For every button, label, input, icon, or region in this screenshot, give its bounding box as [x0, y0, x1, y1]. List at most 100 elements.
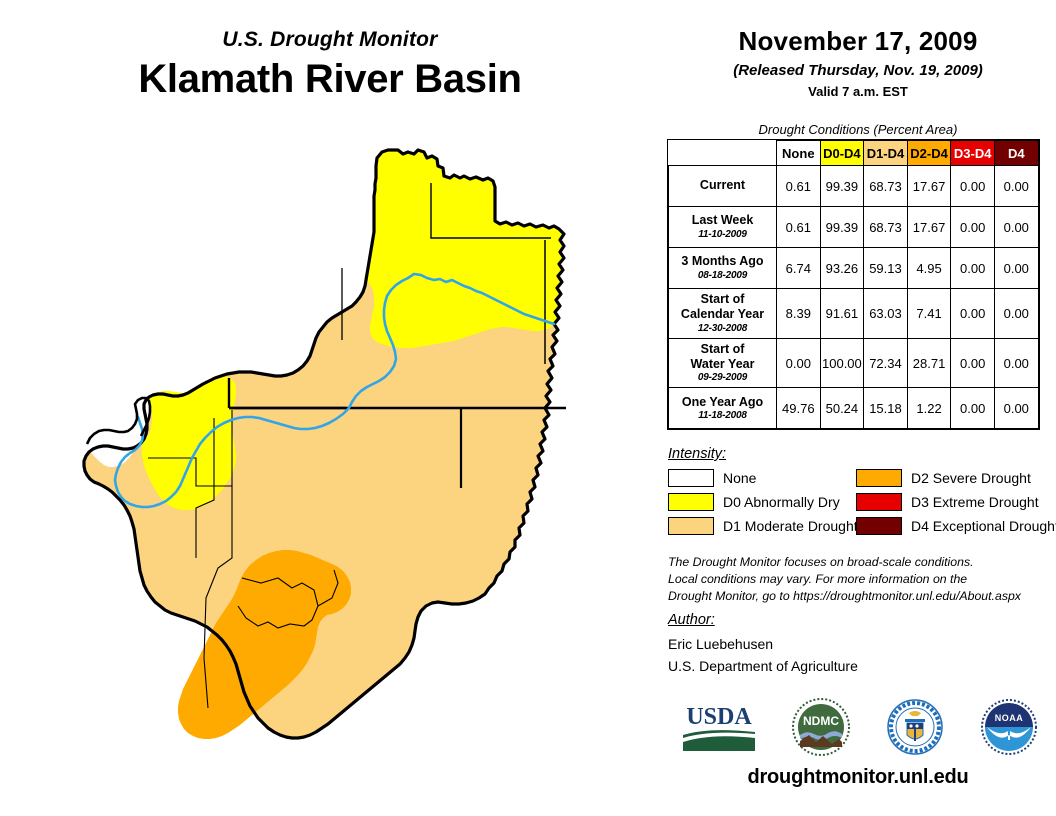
- release-date: (Released Thursday, Nov. 19, 2009): [733, 62, 983, 79]
- column-header-d3d4: D3-D4: [950, 140, 995, 166]
- usda-logo: USDA: [679, 699, 759, 755]
- legend-item-d3: D3 Extreme Drought: [856, 493, 1056, 511]
- cell-current-d3d4: 0.00: [950, 165, 995, 207]
- noaa-logo-text: NOAA: [995, 713, 1024, 723]
- map-county-boundary-thin-2: [195, 418, 215, 558]
- intensity-legend: None D2 Severe Drought D0 Abnormally Dry…: [668, 466, 1056, 538]
- ndmc-logo: NDMC: [792, 698, 850, 756]
- row-label-line2: Calendar Year: [680, 307, 765, 322]
- legend-item-d2: D2 Severe Drought: [856, 469, 1056, 487]
- table-row-one-year-ago: One Year Ago 11-18-2008 49.76 50.24 15.1…: [668, 387, 1039, 430]
- cell-cy-d2d4: 7.41: [906, 288, 952, 339]
- table-row-start-calendar-year: Start of Calendar Year 12-30-2008 8.39 9…: [668, 288, 1039, 339]
- valid-time: Valid 7 a.m. EST: [808, 84, 908, 99]
- column-header-d1d4: D1-D4: [863, 140, 908, 166]
- map-region-d0-north: [364, 150, 564, 348]
- drought-conditions-table: None D0-D4 D1-D4 D2-D4 D3-D4 D4 Current …: [667, 138, 1048, 431]
- map-region-d2-south: [178, 550, 351, 739]
- table-row-current: Current 0.61 99.39 68.73 17.67 0.00 0.00: [668, 165, 1039, 207]
- author-heading: Author:: [668, 612, 715, 628]
- cell-1yr-d2d4: 1.22: [906, 387, 952, 430]
- cell-current-d2d4: 17.67: [906, 165, 952, 207]
- disclaimer-line-2: Local conditions may vary. For more info…: [668, 571, 968, 586]
- table-caption: Drought Conditions (Percent Area): [758, 122, 958, 137]
- map-county-boundary-thin-5: [317, 569, 339, 607]
- cell-current-d1d4: 68.73: [863, 165, 908, 207]
- drought-map-svg: [82, 148, 566, 740]
- column-header-d2d4: D2-D4: [906, 140, 952, 166]
- legend-label-d4: D4 Exceptional Drought: [911, 518, 1056, 534]
- ndmc-logo-text: NDMC: [803, 714, 839, 728]
- cell-3mo-none: 6.74: [776, 247, 821, 289]
- site-url[interactable]: droughtmonitor.unl.edu: [747, 766, 969, 788]
- cell-wy-d1d4: 72.34: [863, 337, 908, 389]
- legend-label-d1: D1 Moderate Drought: [723, 518, 858, 534]
- disclaimer-line-3: Drought Monitor, go to https://droughtmo…: [668, 588, 1021, 603]
- map-river-klamath-upper: [406, 272, 556, 326]
- usda-logo-text: USDA: [686, 704, 752, 730]
- cell-cy-d1d4: 63.03: [863, 288, 908, 339]
- info-panel: November 17, 2009 (Released Thursday, No…: [660, 0, 1056, 816]
- row-label-3-months-ago: 3 Months Ago 08-18-2009: [668, 247, 777, 289]
- table-row-last-week: Last Week 11-10-2009 0.61 99.39 68.73 17…: [668, 206, 1039, 248]
- column-header-d0d4: D0-D4: [819, 140, 865, 166]
- column-header-d4: D4: [993, 140, 1039, 166]
- map-basin-outline: [82, 148, 566, 740]
- cell-current-d0d4: 99.39: [819, 165, 865, 207]
- author-block: Eric Luebehusen U.S. Department of Agric…: [668, 634, 858, 677]
- cell-wy-none: 0.00: [776, 337, 821, 389]
- cell-3mo-d1d4: 59.13: [863, 247, 908, 289]
- legend-item-d1: D1 Moderate Drought: [668, 517, 858, 535]
- row-label-start-calendar-year: Start of Calendar Year 12-30-2008: [668, 288, 777, 339]
- cell-3mo-d2d4: 4.95: [906, 247, 952, 289]
- cell-1yr-d0d4: 50.24: [819, 387, 865, 430]
- row-label-last-week: Last Week 11-10-2009: [668, 206, 777, 248]
- cell-last-week-d2d4: 17.67: [906, 206, 952, 248]
- map-county-boundary-thin-4: [237, 577, 319, 629]
- legend-label-d3: D3 Extreme Drought: [911, 494, 1039, 510]
- cell-last-week-none: 0.61: [776, 206, 821, 248]
- map-region-d0-west: [142, 377, 236, 510]
- cell-3mo-d0d4: 93.26: [819, 247, 865, 289]
- column-header-none: None: [776, 140, 821, 166]
- legend-item-none: None: [668, 469, 856, 487]
- disclaimer-text: The Drought Monitor focuses on broad-sca…: [668, 554, 1056, 605]
- cell-cy-d4: 0.00: [993, 288, 1039, 339]
- cell-cy-none: 8.39: [776, 288, 821, 339]
- disclaimer-line-1: The Drought Monitor focuses on broad-sca…: [668, 555, 974, 569]
- cell-current-none: 0.61: [776, 165, 821, 207]
- author-name: Eric Luebehusen: [668, 636, 774, 652]
- page-title: Klamath River Basin: [138, 57, 522, 101]
- row-label-start-water-year: Start of Water Year 09-29-2009: [668, 337, 777, 389]
- report-date: November 17, 2009: [738, 26, 978, 56]
- table-corner-cell: [669, 141, 777, 166]
- row-label-one-year-ago: One Year Ago 11-18-2008: [668, 387, 777, 430]
- cell-cy-d3d4: 0.00: [950, 288, 995, 339]
- usdc-seal-logo: [887, 699, 943, 755]
- legend-item-d0: D0 Abnormally Dry: [668, 493, 856, 511]
- cell-wy-d3d4: 0.00: [950, 337, 995, 389]
- date-block: November 17, 2009 (Released Thursday, No…: [660, 26, 1056, 99]
- legend-swatch-d4: [856, 517, 902, 535]
- map-county-boundary-north: [430, 183, 551, 239]
- legend-swatch-d1: [668, 517, 714, 535]
- cell-wy-d4: 0.00: [993, 337, 1039, 389]
- table-row-3-months-ago: 3 Months Ago 08-18-2009 6.74 93.26 59.13…: [668, 247, 1039, 289]
- map-river-klamath-main: [113, 406, 351, 509]
- cell-1yr-d3d4: 0.00: [950, 387, 995, 430]
- legend-label-none: None: [723, 470, 757, 486]
- cell-last-week-d4: 0.00: [993, 206, 1039, 248]
- map-panel: U.S. Drought Monitor Klamath River Basin: [46, 28, 606, 768]
- cell-last-week-d0d4: 99.39: [819, 206, 865, 248]
- cell-last-week-d1d4: 68.73: [863, 206, 908, 248]
- row-label-line1: Start of: [700, 292, 745, 306]
- cell-current-d4: 0.00: [993, 165, 1039, 207]
- cell-1yr-d4: 0.00: [993, 387, 1039, 430]
- intensity-heading: Intensity:: [668, 446, 727, 462]
- map-basin-outline-overlay: [85, 396, 152, 445]
- drought-map[interactable]: [46, 128, 606, 768]
- logo-row: USDA NDMC: [664, 692, 1056, 762]
- row-label-current: Current: [668, 165, 777, 207]
- map-county-boundary-thin-3: [203, 410, 233, 709]
- cell-wy-d2d4: 28.71: [906, 337, 952, 389]
